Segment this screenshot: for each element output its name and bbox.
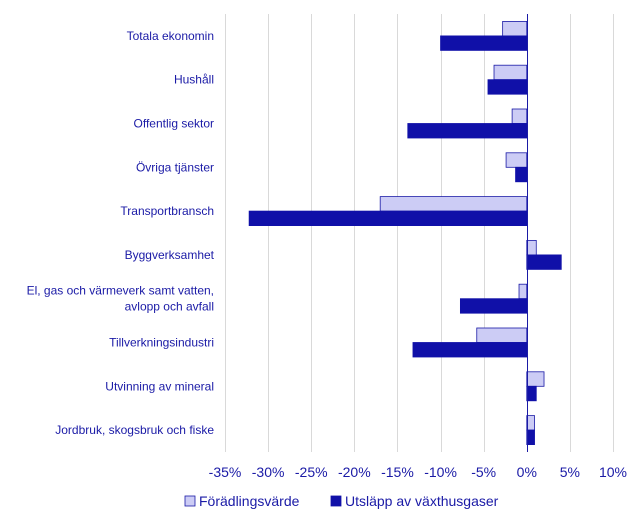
category-label-line: avlopp och avfall	[125, 300, 214, 314]
bar-foradlingsvarde-3	[505, 152, 528, 168]
bar-foradlingsvarde-8	[526, 371, 545, 387]
legend-label-utslapp: Utsläpp av växthusgaser	[345, 493, 499, 509]
grid-lines	[225, 14, 614, 452]
category-label-line: Utvinning av mineral	[105, 379, 214, 393]
bars	[248, 20, 562, 446]
bar-foradlingsvarde-6	[518, 283, 528, 300]
category-label: Transportbransch	[120, 204, 214, 218]
category-label: Jordbruk, skogsbruk och fiske	[55, 423, 214, 437]
category-label: Totala ekonomin	[127, 29, 214, 43]
category-label-line: Hushåll	[174, 73, 214, 87]
bar-utslapp-9	[526, 429, 535, 446]
x-tick-label: 0%	[517, 464, 537, 480]
category-label: Byggverksamhet	[125, 248, 215, 262]
category-label-line: Jordbruk, skogsbruk och fiske	[55, 423, 214, 437]
category-label-line: Totala ekonomin	[127, 29, 214, 43]
bar-utslapp-1	[487, 79, 528, 95]
bar-foradlingsvarde-1	[493, 64, 528, 81]
x-tick-labels: -35% -30% -25% -20% -15% -10% -5% 0% 5% 10%	[209, 464, 627, 480]
category-label: Övriga tjänster	[136, 160, 214, 174]
category-label: Utvinning av mineral	[105, 379, 214, 393]
x-tick-label: -30%	[252, 464, 285, 480]
bar-utslapp-8	[526, 385, 537, 402]
category-label-line: Offentlig sektor	[134, 117, 214, 131]
bar-foradlingsvarde-0	[502, 20, 528, 37]
bar-foradlingsvarde-7	[476, 327, 528, 343]
bar-utslapp-3	[515, 166, 528, 183]
category-label: Offentlig sektor	[134, 117, 214, 131]
x-tick-label: -5%	[471, 464, 496, 480]
x-tick-label: -35%	[209, 464, 242, 480]
category-label-line: Byggverksamhet	[125, 248, 215, 262]
category-labels: Totala ekonomin Hushåll Offentlig sektor Öv…	[27, 29, 215, 437]
legend: Förädlingsvärde Utsläpp av växthusgaser	[184, 493, 499, 509]
bar-utslapp-5	[526, 254, 562, 270]
x-tick-label: -25%	[295, 464, 328, 480]
category-label: Hushåll	[174, 73, 214, 87]
legend-label-foradlingsvarde: Förädlingsvärde	[199, 493, 300, 509]
bar-foradlingsvarde-5	[526, 239, 537, 256]
bar-utslapp-7	[412, 342, 528, 358]
legend-swatch-utslapp	[330, 495, 342, 507]
category-label: Tillverkningsindustri	[109, 336, 214, 350]
x-tick-label: -20%	[338, 464, 371, 480]
bar-utslapp-6	[459, 298, 528, 314]
category-label: El, gas och värmeverk samt vatten, avlopp…	[27, 284, 214, 314]
x-tick-label: 10%	[599, 464, 627, 480]
bar-utslapp-4	[248, 210, 528, 227]
bar-utslapp-2	[407, 123, 528, 139]
bar-foradlingsvarde-4	[379, 196, 528, 212]
category-label-line: Transportbransch	[120, 204, 214, 218]
x-tick-label: -10%	[424, 464, 457, 480]
legend-swatch-foradlingsvarde	[184, 495, 196, 507]
x-tick-label: -15%	[381, 464, 414, 480]
bar-utslapp-0	[440, 35, 528, 51]
category-label-line: Tillverkningsindustri	[109, 336, 214, 350]
category-label-line: El, gas och värmeverk samt vatten,	[27, 284, 214, 298]
x-tick-label: 5%	[560, 464, 580, 480]
bar-foradlingsvarde-2	[511, 108, 528, 124]
category-label-line: Övriga tjänster	[136, 160, 214, 174]
